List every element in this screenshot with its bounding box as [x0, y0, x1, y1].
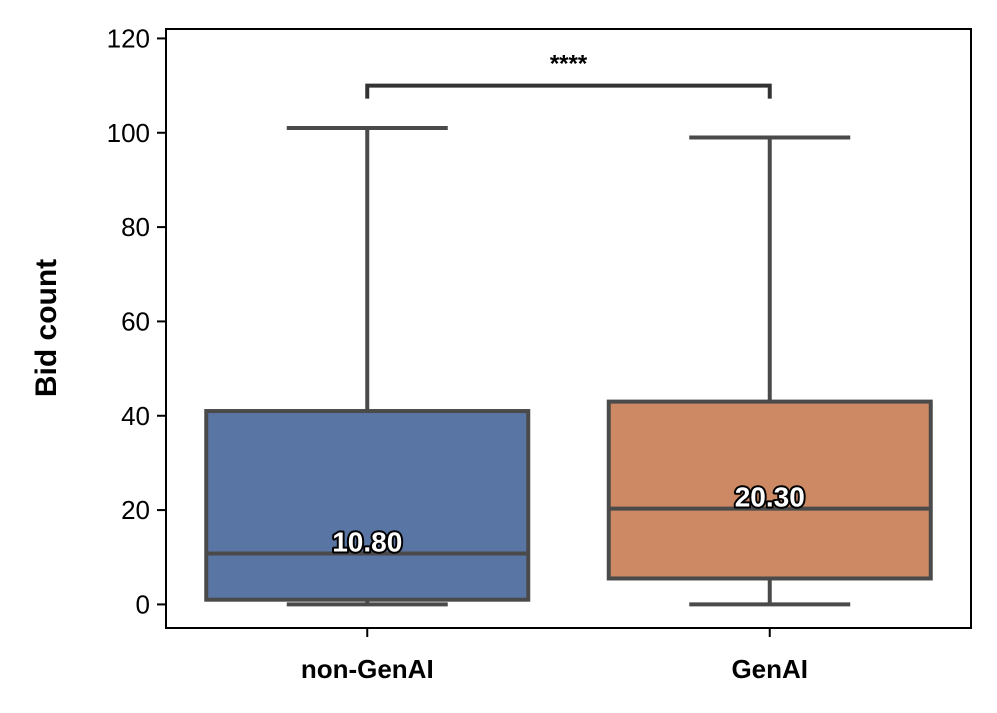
- box-group-1: 20.30: [606, 135, 933, 607]
- y-tick-label: 100: [107, 118, 150, 148]
- box-group-0: 10.80: [204, 126, 531, 607]
- boxes-layer: 10.80 20.30: [204, 126, 933, 607]
- y-tick-label: 40: [121, 401, 150, 431]
- x-axis: non-GenAI GenAI: [301, 628, 808, 684]
- significance-label: ****: [550, 51, 588, 78]
- y-tick-label: 0: [136, 589, 150, 619]
- y-tick-label: 80: [121, 212, 150, 242]
- median-value-label: 20.30: [735, 482, 805, 513]
- iqr-box: [606, 399, 933, 581]
- x-category-label: non-GenAI: [301, 654, 434, 684]
- significance-bracket-line: [365, 83, 772, 99]
- y-axis: 0 20 40 60 80 100 120: [107, 23, 166, 619]
- y-tick-label: 20: [121, 495, 150, 525]
- y-tick-label: 60: [121, 306, 150, 336]
- significance-bracket: ****: [365, 51, 772, 99]
- y-axis-title: Bid count: [30, 259, 63, 397]
- iqr-box: [204, 409, 531, 602]
- median-value-label: 10.80: [332, 526, 402, 557]
- x-category-label: GenAI: [731, 654, 808, 684]
- y-tick-label: 120: [107, 23, 150, 53]
